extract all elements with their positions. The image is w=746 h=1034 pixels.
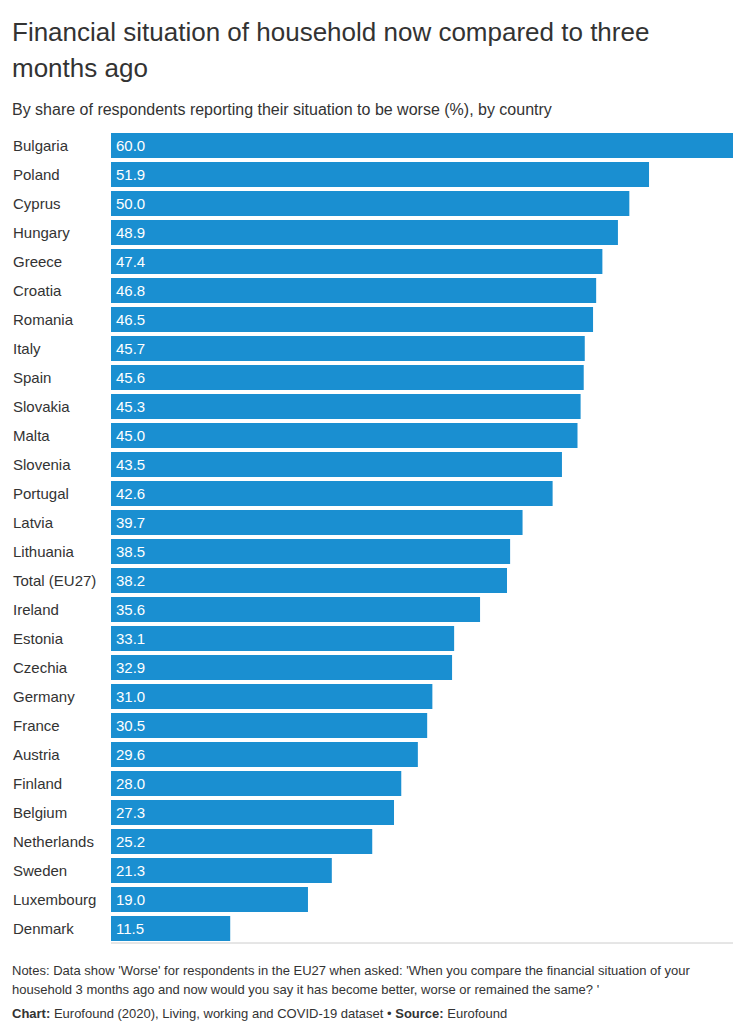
svg-text:25.2: 25.2 (116, 833, 145, 850)
svg-text:31.0: 31.0 (116, 688, 145, 705)
svg-text:Poland: Poland (13, 166, 60, 183)
svg-text:32.9: 32.9 (116, 659, 145, 676)
svg-text:38.5: 38.5 (116, 543, 145, 560)
svg-text:Portugal: Portugal (13, 485, 69, 502)
svg-text:33.1: 33.1 (116, 630, 145, 647)
html-text:By share of respondents report: By share of respondents reporting their … (12, 101, 552, 118)
svg-text:Lithuania: Lithuania (13, 543, 75, 560)
svg-text:45.0: 45.0 (116, 427, 145, 444)
html-text:Financial situation of househo: Financial situation of household now com… (12, 17, 650, 83)
svg-text:Finland: Finland (13, 775, 62, 792)
svg-text:Latvia: Latvia (13, 514, 54, 531)
svg-text:19.0: 19.0 (116, 891, 145, 908)
svg-text:47.4: 47.4 (116, 253, 145, 270)
svg-text:45.3: 45.3 (116, 398, 145, 415)
svg-text:45.6: 45.6 (116, 369, 145, 386)
svg-text:39.7: 39.7 (116, 514, 145, 531)
svg-text:60.0: 60.0 (116, 137, 145, 154)
svg-text:Ireland: Ireland (13, 601, 59, 618)
svg-text:38.2: 38.2 (116, 572, 145, 589)
svg-text:Germany: Germany (13, 688, 75, 705)
svg-text:Cyprus: Cyprus (13, 195, 61, 212)
svg-text:50.0: 50.0 (116, 195, 145, 212)
svg-text:46.5: 46.5 (116, 311, 145, 328)
svg-text:Luxembourg: Luxembourg (13, 891, 96, 908)
svg-text:France: France (13, 717, 60, 734)
svg-text:28.0: 28.0 (116, 775, 145, 792)
svg-text:30.5: 30.5 (116, 717, 145, 734)
svg-text:Slovakia: Slovakia (13, 398, 70, 415)
svg-text:42.6: 42.6 (116, 485, 145, 502)
svg-text:11.5: 11.5 (116, 920, 144, 937)
svg-text:35.6: 35.6 (116, 601, 145, 618)
html-text:Chart: Eurofound (2020), Livin: Chart: Eurofound (2020), Living, working… (12, 1006, 508, 1021)
svg-text:Belgium: Belgium (13, 804, 67, 821)
svg-text:Total (EU27): Total (EU27) (13, 572, 96, 589)
svg-text:43.5: 43.5 (116, 456, 145, 473)
svg-text:Malta: Malta (13, 427, 50, 444)
svg-text:Spain: Spain (13, 369, 51, 386)
svg-text:Croatia: Croatia (13, 282, 62, 299)
svg-text:Austria: Austria (13, 746, 60, 763)
svg-text:Sweden: Sweden (13, 862, 67, 879)
svg-text:29.6: 29.6 (116, 746, 145, 763)
svg-text:46.8: 46.8 (116, 282, 145, 299)
svg-text:Italy: Italy (13, 340, 41, 357)
svg-text:Estonia: Estonia (13, 630, 64, 647)
svg-text:21.3: 21.3 (116, 862, 145, 879)
svg-text:Romania: Romania (13, 311, 74, 328)
svg-text:Czechia: Czechia (13, 659, 68, 676)
svg-text:Bulgaria: Bulgaria (13, 137, 69, 154)
svg-text:48.9: 48.9 (116, 224, 145, 241)
svg-text:Greece: Greece (13, 253, 62, 270)
svg-text:Denmark: Denmark (13, 920, 74, 937)
svg-text:Hungary: Hungary (13, 224, 70, 241)
svg-text:27.3: 27.3 (116, 804, 145, 821)
svg-text:Slovenia: Slovenia (13, 456, 71, 473)
svg-text:Netherlands: Netherlands (13, 833, 94, 850)
html-text:Notes: Data show 'Worse' for r: Notes: Data show 'Worse' for respondents… (12, 963, 690, 997)
svg-text:45.7: 45.7 (116, 340, 145, 357)
svg-text:51.9: 51.9 (116, 166, 145, 183)
